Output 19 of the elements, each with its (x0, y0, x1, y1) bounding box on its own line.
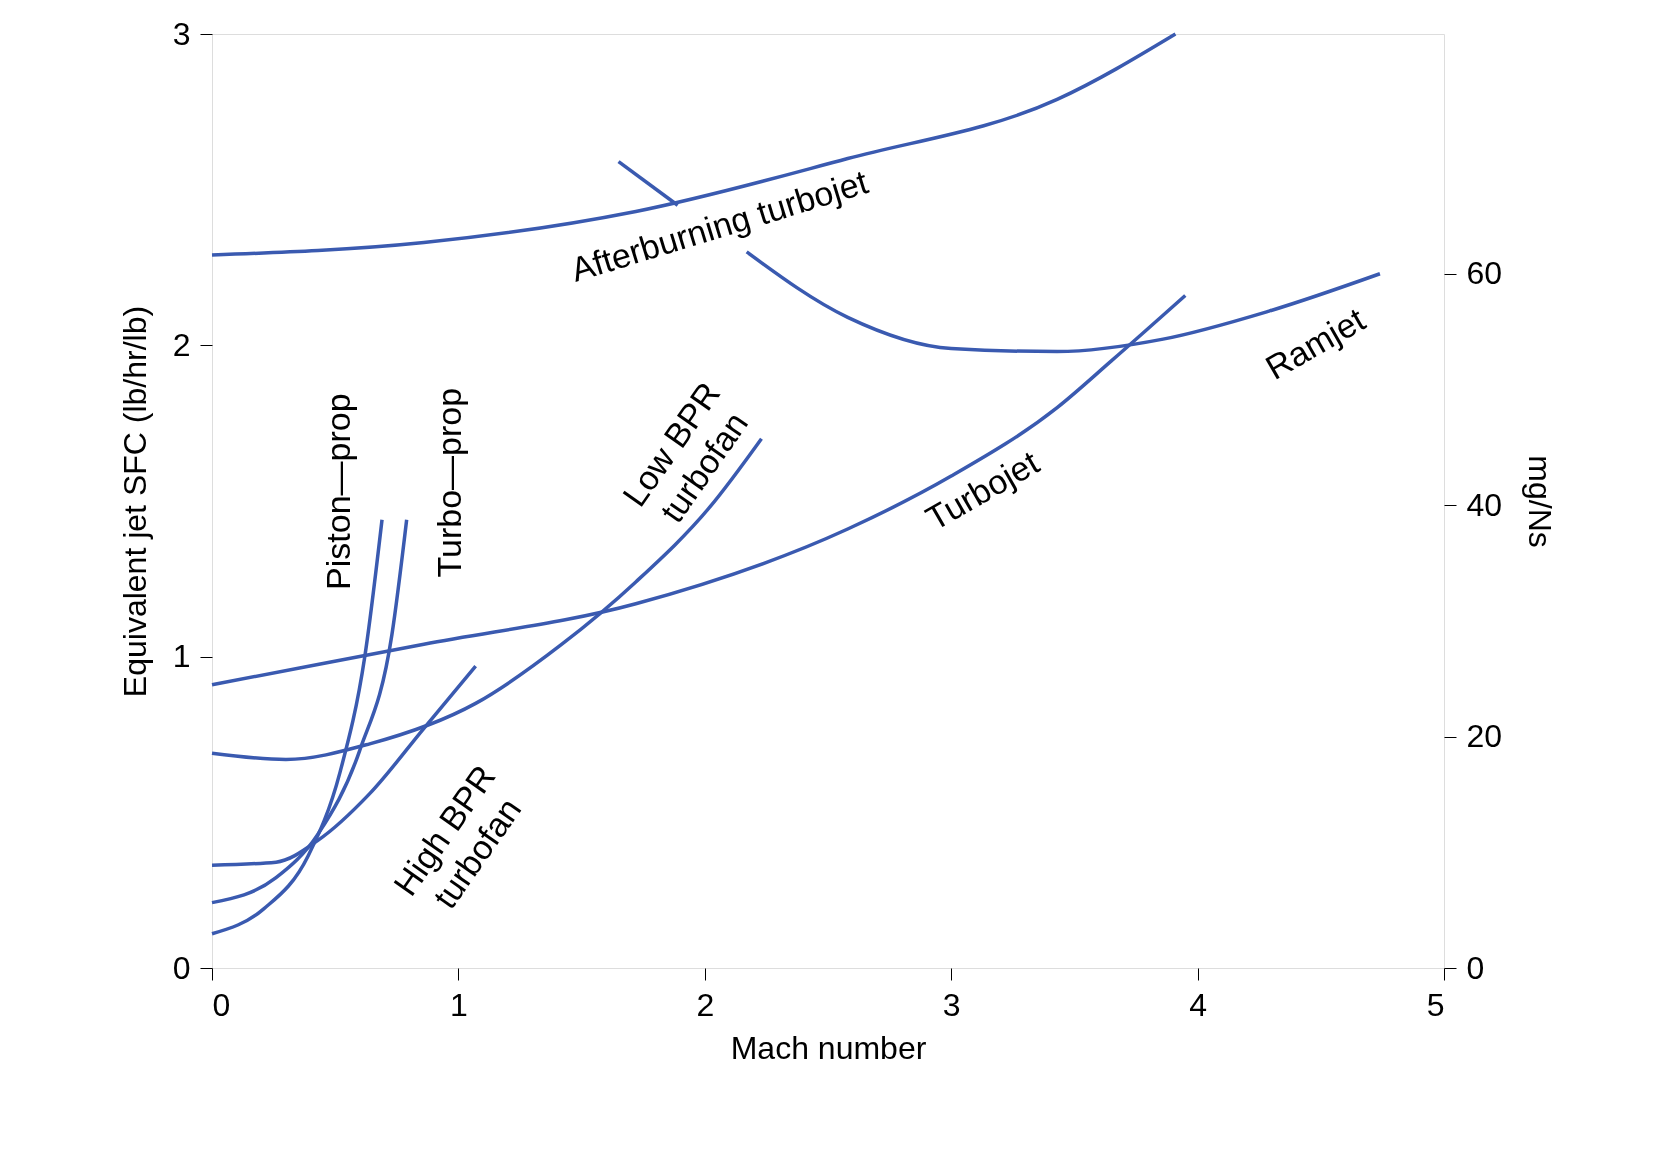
x-axis-title: Mach number (730, 1029, 927, 1066)
y2-axis-title: mg/Ns (1522, 455, 1559, 548)
x-tick-label: 3 (942, 986, 961, 1023)
y2-tick-label: 20 (1466, 718, 1503, 755)
x-tick-label: 4 (1189, 986, 1207, 1023)
y2-tick-label: 40 (1466, 486, 1503, 523)
y-axis-title: Equivalent jet SFC (lb/hr/lb) (116, 305, 153, 698)
x-tick-label: 1 (450, 986, 468, 1023)
y-tick-label: 1 (172, 638, 191, 675)
y-tick-label: 3 (172, 15, 191, 52)
text: Turbo—prop (429, 387, 468, 578)
y-tick-label: 2 (172, 326, 191, 363)
x-tick-label: 0 (212, 986, 231, 1023)
x-tick-label: 5 (1426, 986, 1445, 1023)
y-tick-label: 0 (172, 949, 191, 986)
y2-tick-label: 60 (1466, 255, 1503, 292)
x-tick-label: 2 (696, 986, 715, 1023)
y2-tick-label: 0 (1466, 949, 1485, 986)
text: Piston—prop (319, 393, 358, 590)
